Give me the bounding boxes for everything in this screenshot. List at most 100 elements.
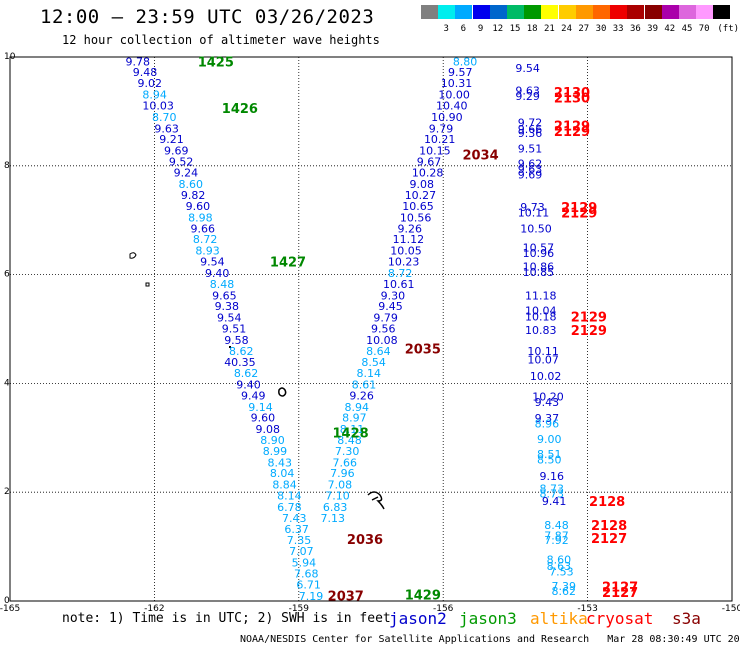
y-tick-label: 0 [4, 596, 10, 606]
legend-swatch [455, 5, 473, 19]
wave-height-value: 9.26 [349, 389, 374, 402]
track-time-label: 1427 [270, 256, 306, 271]
wave-height-value: 9.41 [542, 495, 567, 508]
island-shape [145, 282, 150, 287]
wave-height-value: 9.29 [515, 90, 540, 103]
x-tick-label: -153 [577, 604, 597, 614]
track-time-label: 2127 [602, 580, 638, 595]
wave-height-value: 9.51 [222, 322, 247, 335]
wave-height-value: 9.21 [159, 133, 184, 146]
track-time-label: 2127 [602, 586, 638, 601]
wave-height-value: 7.35 [287, 534, 312, 547]
wave-height-value: 8.99 [263, 445, 288, 458]
wave-height-value: 9.79 [429, 122, 454, 135]
wave-height-value: 9.45 [378, 300, 403, 313]
track-time-label: 2037 [328, 590, 364, 605]
wave-height-value: 7.10 [325, 489, 350, 502]
wave-height-value: 8.48 [337, 434, 362, 447]
island-shape [229, 346, 231, 348]
wave-height-value: 9.08 [255, 423, 279, 436]
wave-height-value: 9.72 [518, 116, 543, 129]
wave-height-value: 9.73 [520, 201, 545, 214]
wave-height-value: 8.14 [357, 367, 382, 380]
wave-height-value: 8.04 [270, 467, 295, 480]
wave-height-value: 9.16 [539, 470, 564, 483]
wave-height-value: 7.53 [549, 566, 574, 579]
legend-label: 70 [698, 24, 710, 34]
legend-swatch [472, 5, 490, 19]
wave-height-value: 9.82 [181, 189, 206, 202]
wave-height-value: 8.14 [277, 489, 302, 502]
wave-height-value: 8.54 [361, 356, 386, 369]
wave-height-value: 10.96 [523, 247, 555, 260]
legend-swatch [558, 5, 576, 19]
legend-swatch [421, 5, 438, 19]
wave-height-value: 10.86 [523, 260, 555, 273]
map-subtitle: 12 hour collection of altimeter wave hei… [62, 33, 380, 47]
island-outlines [129, 252, 385, 510]
island-shape [278, 387, 287, 397]
wave-height-value: 10.57 [523, 241, 555, 254]
wave-height-value: 10.27 [405, 189, 437, 202]
wave-height-value: 8.62 [229, 345, 254, 358]
wave-height-value: 6.37 [284, 523, 309, 536]
wave-height-value: 40.35 [224, 356, 256, 369]
wave-height-value: 9.24 [174, 166, 199, 179]
legend-label: 45 [681, 24, 693, 34]
wave-height-value: 8.72 [193, 233, 218, 246]
wave-height-value: 10.28 [412, 166, 444, 179]
credit-line: NOAA/NESDIS Center for Satellite Applica… [240, 634, 740, 645]
legend-swatch [696, 5, 714, 19]
legend-swatch [713, 5, 731, 19]
wave-height-value: 10.11 [518, 207, 550, 220]
wave-height-value: 7.43 [282, 512, 307, 525]
wave-height-value: 9.14 [248, 401, 273, 414]
wave-height-value: 10.65 [402, 200, 434, 213]
wave-height-value: 10.50 [520, 222, 552, 235]
wave-height-value: 8.50 [537, 454, 562, 467]
legend-swatch [438, 5, 456, 19]
wave-height-value: 9.49 [241, 389, 265, 402]
wave-height-value: 5.94 [292, 556, 317, 569]
wave-height-value: 8.70 [152, 111, 177, 124]
wave-height-value: 8.90 [260, 434, 285, 447]
wave-height-value: 9.58 [224, 334, 249, 347]
wave-height-value: 7.39 [552, 580, 577, 593]
track-time-label: 2128 [589, 495, 625, 510]
legend-label: 15 [509, 24, 521, 34]
wave-height-value: 7.19 [299, 590, 324, 603]
wave-height-value: 10.56 [400, 211, 432, 224]
island-shape [129, 252, 137, 259]
legend-swatch [507, 5, 524, 19]
wave-height-value: 10.05 [390, 245, 422, 258]
wave-height-value: 9.37 [535, 412, 560, 425]
axis-ticks: -165 -162 -159 -156 -153 -150 0 2 4 6 8 10 [0, 52, 740, 614]
wave-height-value: 10.11 [527, 345, 559, 358]
track-time-label: 2130 [554, 86, 590, 101]
x-tick-label: -156 [433, 604, 454, 614]
legend-label: 18 [526, 24, 538, 34]
track-time-label: 2128 [591, 519, 627, 534]
wave-height-value: 9.79 [373, 312, 398, 325]
wave-height-value: 10.15 [419, 145, 451, 158]
x-tick-label: -162 [144, 604, 164, 614]
legend-swatch [679, 5, 696, 19]
track-time-label: 2130 [554, 91, 590, 106]
track-time-label: 2036 [347, 533, 383, 548]
y-tick-label: 8 [4, 161, 10, 171]
wave-height-value: 8.73 [539, 487, 564, 500]
footer-note: note: 1) Time is in UTC; 2) SWH is in fe… [62, 611, 391, 626]
wave-height-value: 8.51 [537, 448, 562, 461]
x-tick-label: -159 [289, 604, 310, 614]
legend-label: 9 [477, 24, 484, 34]
wave-height-value: 8.48 [544, 519, 569, 532]
track-time-label: 2129 [561, 201, 597, 216]
track-time-label: 2129 [554, 125, 590, 140]
wave-height-value: 10.31 [441, 77, 473, 90]
wave-height-value: 9.63 [515, 85, 540, 98]
wave-height-value: 7.92 [544, 534, 569, 547]
y-tick-label: 10 [4, 52, 16, 62]
wave-height-value: 9.57 [448, 66, 473, 79]
legend-swatch [489, 5, 507, 19]
